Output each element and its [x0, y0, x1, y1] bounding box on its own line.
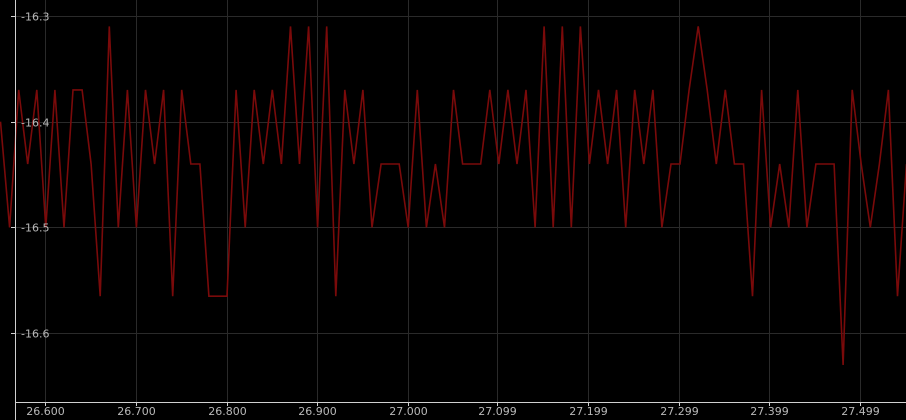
y-tick-label: -16.5 — [21, 222, 49, 235]
x-tick-label: 27.199 — [569, 405, 608, 418]
y-tick-label: -16.6 — [21, 328, 49, 341]
y-axis-ticks: -16.3 -16.4 -16.5 -16.6 — [11, 11, 49, 341]
y-tick-label: -16.3 — [21, 11, 49, 24]
x-tick-label: 27.099 — [478, 405, 517, 418]
x-tick-label: 26.700 — [117, 405, 156, 418]
x-tick-label: 26.900 — [298, 405, 337, 418]
x-tick-label: 27.299 — [660, 405, 699, 418]
x-tick-label: 27.399 — [750, 405, 789, 418]
x-tick-label: 27.499 — [841, 405, 880, 418]
series-line — [0, 26, 906, 366]
y-tick-label: -16.4 — [21, 117, 49, 130]
x-axis-ticks: 26.600 26.700 26.800 26.900 27.000 27.099 27.1… — [26, 402, 880, 418]
x-tick-label: 27.000 — [389, 405, 428, 418]
vertical-gridlines — [45, 0, 861, 402]
horizontal-gridlines — [15, 16, 906, 334]
x-tick-label: 26.800 — [208, 405, 247, 418]
x-tick-label: 26.600 — [26, 405, 65, 418]
series-layer — [0, 26, 906, 366]
